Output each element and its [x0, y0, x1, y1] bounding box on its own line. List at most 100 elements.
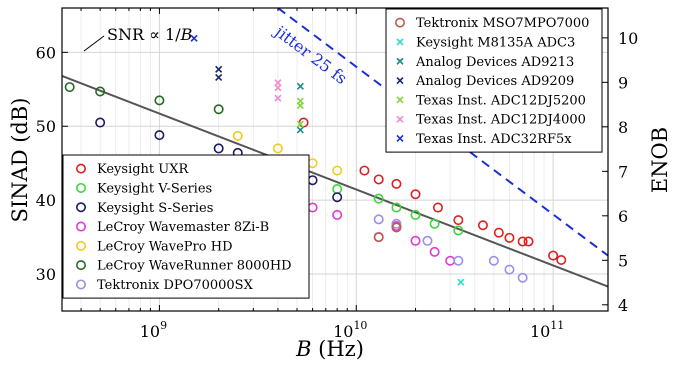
- fit-line: [61, 75, 609, 288]
- data-point: [556, 255, 567, 266]
- data-point: [373, 232, 384, 243]
- legend-box: [62, 154, 310, 299]
- legend-marker: [76, 279, 87, 290]
- x-marker: [296, 120, 304, 128]
- data-point: [274, 84, 282, 92]
- legend-marker: [396, 115, 404, 123]
- legend-label: Texas Inst. ADC32RF5x: [416, 132, 572, 147]
- data-point: [332, 192, 343, 203]
- data-point: [391, 178, 402, 189]
- data-point: [332, 209, 343, 220]
- y2-tick-label: 8: [618, 118, 628, 137]
- data-point: [190, 34, 198, 42]
- data-point: [422, 235, 433, 246]
- data-point: [296, 101, 304, 110]
- data-point: [64, 82, 75, 93]
- data-point: [95, 117, 106, 128]
- x-marker: [274, 84, 282, 92]
- data-point: [457, 278, 465, 286]
- y2-tick-label: 6: [618, 207, 628, 226]
- data-point: [232, 130, 243, 141]
- x-tick-label: 1010: [333, 319, 367, 341]
- legend-label: Tektronix DPO70000SX: [97, 278, 254, 293]
- x-marker: [296, 126, 304, 134]
- legend-label: LeCroy WaveRunner 8000HD: [97, 259, 292, 274]
- y2-tick-label: 5: [618, 251, 628, 270]
- data-point: [410, 189, 421, 200]
- axis-tick-labels: 30 40 50 60 4 5 6 7 8 9 10 109 1010 1011: [36, 29, 639, 341]
- legend-right: Tektronix MSO7MPO7000 Keysight M8135A ADC…: [385, 8, 603, 153]
- data-point: [453, 215, 464, 226]
- data-point: [373, 174, 384, 185]
- y-tick-label: 30: [36, 265, 56, 284]
- data-point: [429, 246, 440, 257]
- data-point: [477, 220, 488, 231]
- plot-frame: [61, 7, 609, 312]
- legend-marker: [76, 202, 87, 213]
- reference-lines: [61, 7, 609, 288]
- legend-box: [385, 8, 603, 153]
- y2-tick-label: 7: [618, 162, 628, 181]
- x-marker: [457, 278, 465, 286]
- data-point: [296, 82, 304, 90]
- x-marker: [215, 65, 223, 73]
- data-point: [410, 209, 421, 220]
- legend-label: Analog Devices AD9213: [415, 55, 574, 70]
- data-point: [517, 236, 528, 247]
- legend-marker: [396, 57, 404, 65]
- y2-axis-title: ENOB: [648, 127, 672, 193]
- x-marker: [296, 101, 304, 110]
- data-point: [504, 264, 515, 275]
- data-point: [453, 225, 464, 236]
- legend-marker: [396, 96, 404, 104]
- jitter-line: [277, 7, 609, 257]
- data-point: [453, 255, 464, 266]
- legend-marker: [76, 240, 87, 251]
- x-axis-unit: (Hz): [318, 337, 364, 361]
- data-point: [429, 218, 440, 229]
- legend-label: Keysight M8135A ADC3: [416, 35, 575, 50]
- legend-label: Analog Devices AD9209: [415, 74, 574, 89]
- x-tick-label: 1011: [530, 319, 564, 341]
- legend-label: Keysight UXR: [97, 162, 189, 177]
- legend-left: Keysight UXR Keysight V-Series Keysight S-…: [62, 154, 310, 299]
- legend-marker: [76, 221, 87, 232]
- x-marker: [215, 73, 223, 82]
- data-point: [215, 65, 223, 73]
- data-point: [373, 193, 384, 204]
- x-axis-title: B (Hz): [295, 337, 364, 361]
- fit-label-leader: [83, 35, 105, 52]
- data-point: [504, 232, 515, 243]
- data-point: [213, 104, 224, 115]
- legend-label: LeCroy WavePro HD: [97, 239, 233, 254]
- data-point: [493, 227, 504, 238]
- x-marker: [190, 34, 198, 42]
- legend-marker: [76, 260, 87, 271]
- data-point: [296, 120, 304, 128]
- legend-marker: [76, 163, 87, 174]
- data-point: [517, 272, 528, 283]
- axis-ticks: [62, 8, 608, 311]
- data-point: [488, 255, 499, 266]
- data-point: [296, 126, 304, 134]
- data-point: [432, 202, 443, 213]
- data-point: [95, 86, 106, 97]
- y2-tick-label: 4: [618, 296, 628, 315]
- legend-marker: [396, 76, 404, 85]
- x-marker: [274, 94, 282, 102]
- data-point: [410, 235, 421, 246]
- data-point: [373, 214, 384, 225]
- data-point: [274, 94, 282, 102]
- legend-marker: [396, 38, 404, 46]
- data-point: [332, 165, 343, 176]
- x-axis-var: B: [295, 337, 318, 361]
- data-point: [154, 95, 165, 106]
- legend-marker: [76, 182, 87, 193]
- fit-label-var: B: [180, 25, 193, 44]
- data-point: [298, 117, 309, 128]
- legend-label: Keysight V-Series: [97, 181, 212, 196]
- data-point: [272, 143, 283, 154]
- data-points: [64, 34, 567, 286]
- legend-label: LeCroy Wavemaster 8Zi-B: [97, 220, 269, 235]
